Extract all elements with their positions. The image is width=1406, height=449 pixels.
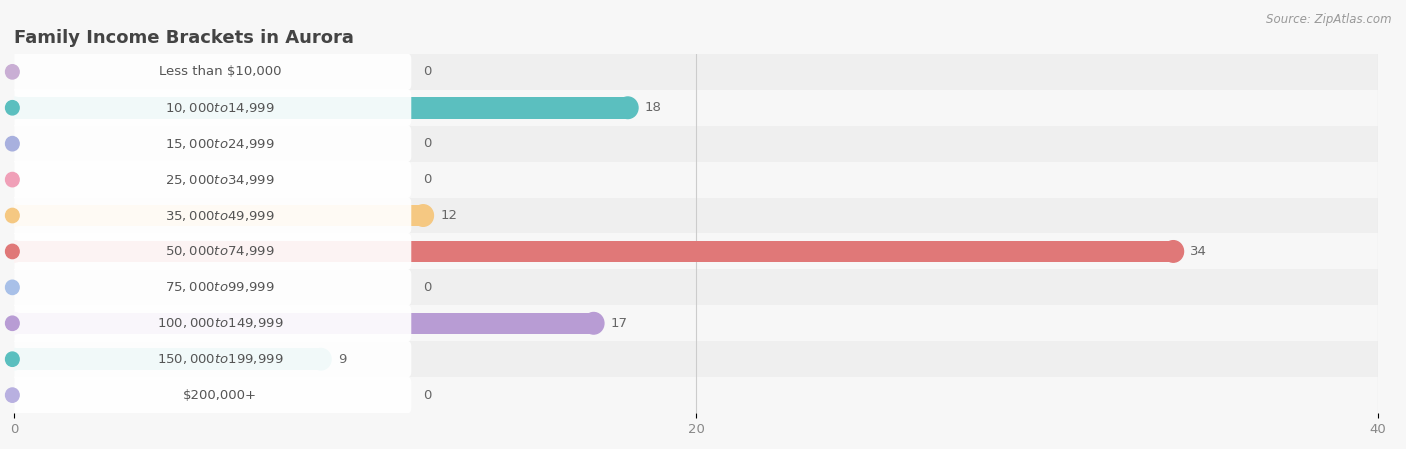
FancyBboxPatch shape	[0, 305, 412, 342]
Text: $150,000 to $199,999: $150,000 to $199,999	[157, 352, 284, 366]
Text: 18: 18	[645, 101, 662, 114]
Text: 0: 0	[423, 389, 432, 401]
Bar	[14, 377, 1378, 413]
Bar	[14, 198, 1378, 233]
Circle shape	[6, 316, 20, 330]
Circle shape	[6, 388, 20, 402]
Text: $200,000+: $200,000+	[183, 389, 257, 401]
Text: 34: 34	[1191, 245, 1208, 258]
Text: $75,000 to $99,999: $75,000 to $99,999	[166, 280, 276, 295]
FancyBboxPatch shape	[0, 89, 412, 126]
Bar	[14, 313, 593, 334]
Text: $25,000 to $34,999: $25,000 to $34,999	[166, 172, 276, 187]
Circle shape	[6, 244, 20, 259]
Circle shape	[4, 205, 24, 226]
Circle shape	[1163, 241, 1184, 262]
Circle shape	[413, 205, 433, 226]
Circle shape	[6, 172, 20, 187]
FancyBboxPatch shape	[0, 233, 412, 270]
Bar	[14, 341, 1378, 377]
Circle shape	[6, 65, 20, 79]
Circle shape	[6, 280, 20, 295]
Circle shape	[6, 352, 20, 366]
Bar	[14, 348, 321, 370]
Text: Source: ZipAtlas.com: Source: ZipAtlas.com	[1267, 13, 1392, 26]
Circle shape	[6, 136, 20, 151]
Text: $15,000 to $24,999: $15,000 to $24,999	[166, 136, 276, 151]
Circle shape	[4, 313, 24, 334]
Bar	[14, 241, 1173, 262]
Text: Family Income Brackets in Aurora: Family Income Brackets in Aurora	[14, 29, 354, 47]
FancyBboxPatch shape	[0, 161, 412, 198]
Text: $35,000 to $49,999: $35,000 to $49,999	[166, 208, 276, 223]
Text: Less than $10,000: Less than $10,000	[159, 66, 281, 78]
Text: 0: 0	[423, 66, 432, 78]
Bar	[14, 233, 1378, 269]
Text: 0: 0	[423, 137, 432, 150]
Text: $100,000 to $149,999: $100,000 to $149,999	[157, 316, 284, 330]
Text: 0: 0	[423, 173, 432, 186]
Bar	[14, 90, 1378, 126]
Text: 12: 12	[440, 209, 457, 222]
FancyBboxPatch shape	[0, 341, 412, 378]
Bar	[14, 54, 1378, 90]
Circle shape	[6, 208, 20, 223]
FancyBboxPatch shape	[0, 377, 412, 414]
Circle shape	[617, 97, 638, 119]
Bar	[14, 97, 627, 119]
Text: 9: 9	[337, 353, 346, 365]
Circle shape	[4, 97, 24, 119]
Bar	[14, 269, 1378, 305]
Circle shape	[4, 241, 24, 262]
FancyBboxPatch shape	[0, 197, 412, 234]
Circle shape	[6, 101, 20, 115]
Circle shape	[583, 313, 605, 334]
FancyBboxPatch shape	[0, 125, 412, 162]
Text: $10,000 to $14,999: $10,000 to $14,999	[166, 101, 276, 115]
Text: 17: 17	[610, 317, 627, 330]
FancyBboxPatch shape	[0, 269, 412, 306]
Circle shape	[4, 348, 24, 370]
Bar	[14, 205, 423, 226]
Circle shape	[311, 348, 332, 370]
FancyBboxPatch shape	[0, 53, 412, 90]
Text: 0: 0	[423, 281, 432, 294]
Text: $50,000 to $74,999: $50,000 to $74,999	[166, 244, 276, 259]
Bar	[14, 305, 1378, 341]
Bar	[14, 162, 1378, 198]
Bar	[14, 126, 1378, 162]
